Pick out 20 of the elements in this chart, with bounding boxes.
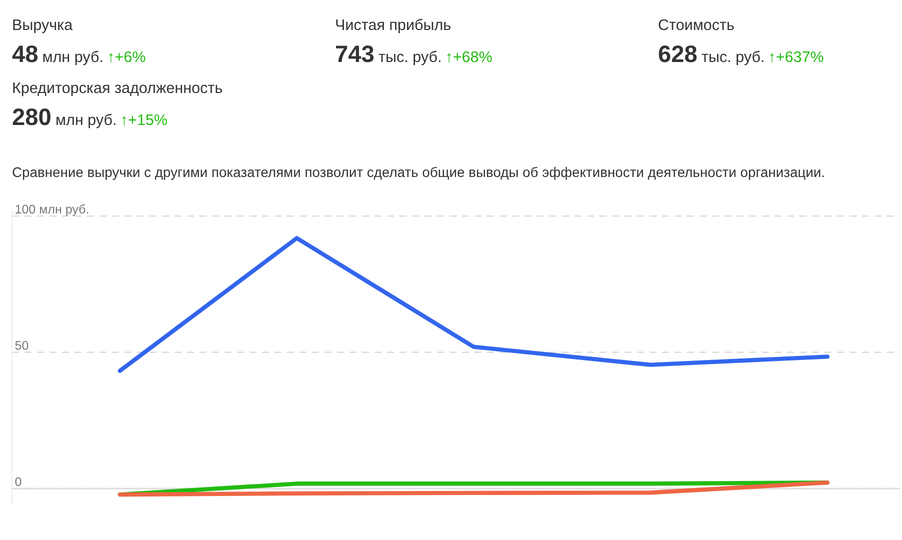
text: ↑+15% <box>122 114 167 126</box>
text: 48 <box>12 46 38 62</box>
y-tick-label: 100 млн руб. <box>16 204 88 216</box>
chart-title: Сравнение выручки с другими показателями позволит сделать общие выводы об эффективности деятельности организации. <box>12 166 824 180</box>
text: 280 <box>12 108 50 126</box>
text: Выручка <box>13 19 73 34</box>
text: 743 <box>336 46 374 62</box>
y-tick-label: 0 <box>15 477 22 486</box>
text: млн руб. <box>56 114 116 128</box>
text: ↑+6% <box>109 51 146 62</box>
text: Стоимость <box>658 19 734 30</box>
y-tick-label: 50 <box>15 340 28 350</box>
text: тыс. руб. <box>378 50 440 66</box>
text: 628 <box>658 46 697 62</box>
text: ↑+637% <box>770 51 824 62</box>
text: ↑+68% <box>447 51 492 62</box>
text: млн руб. <box>43 50 102 66</box>
text: Чистая прибыль <box>336 18 450 34</box>
text: тыс. руб. <box>702 50 764 66</box>
text: Кредиторская задолженность <box>13 82 222 96</box>
